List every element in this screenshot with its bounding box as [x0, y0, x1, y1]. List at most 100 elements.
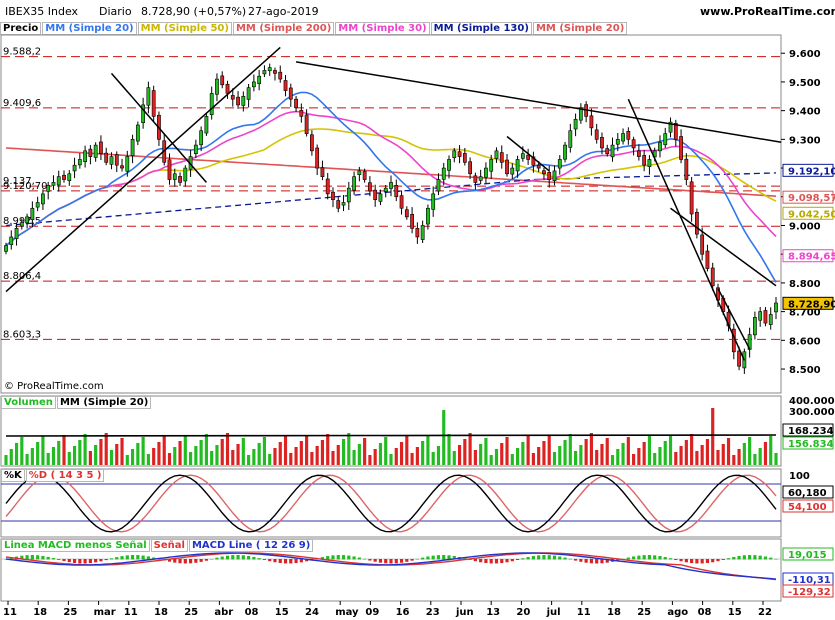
price-tag-box [782, 190, 834, 204]
time-tick-label: mar [94, 607, 116, 618]
macd-hist-bar [642, 555, 646, 560]
macd-hist-bar [479, 559, 483, 563]
time-tick-label: 11 [3, 607, 17, 618]
volume-bar [341, 439, 346, 465]
volume-bar [600, 444, 604, 465]
candle-body [193, 144, 198, 155]
volume-bar [210, 451, 214, 465]
candle-body [325, 178, 330, 195]
volume-bar [732, 455, 736, 465]
candle-body [536, 164, 541, 169]
macd-hist-bar [726, 558, 731, 560]
price-tick-label: 8.500 [789, 365, 821, 376]
macd-hist-bar [500, 559, 504, 564]
candle-body [352, 176, 356, 191]
time-tick-label: jun [455, 607, 474, 618]
stoch-k-line [5, 474, 777, 533]
macd-hist-bar [452, 555, 456, 560]
candle-body [600, 137, 604, 149]
time-tick-label: 11 [577, 607, 591, 618]
volume-bar [753, 454, 757, 465]
legend-stoch-d[interactable]: %D ( 14 3 5 ) [25, 469, 105, 482]
macd-hist-bar [236, 555, 240, 560]
candle-body [267, 67, 272, 72]
volume-bar [225, 433, 230, 465]
vol-ma-value: 168.234 [788, 426, 834, 437]
macd-hist-bar [20, 555, 24, 560]
time-tick-label: 08 [698, 607, 712, 618]
stoch-d-value: 54,100 [788, 502, 827, 513]
volume-bar [347, 433, 351, 465]
volume-bar [479, 444, 483, 465]
price-tag-label: 8.728,90 [788, 299, 835, 310]
candle-body [668, 121, 673, 133]
candle-body [557, 159, 562, 169]
volume-bar [621, 443, 625, 465]
macd-hist-bar [363, 558, 367, 560]
macd-hist-bar [510, 559, 514, 562]
volume-bar [283, 436, 288, 465]
candle-body [225, 83, 230, 94]
trendline [110, 72, 207, 183]
legend-volume-ma[interactable]: MM (Simple 20) [56, 396, 152, 409]
price-tag-label: 8.894,65 [788, 252, 835, 263]
macd-hist-bar [167, 559, 172, 562]
macd-hist-bar [136, 555, 140, 560]
macd-hist-bar [568, 558, 572, 560]
volume-bar [115, 444, 119, 465]
stoch-tick-100: 100 [789, 471, 810, 482]
macd-hist-bar [700, 559, 704, 564]
macd-hist-bar [57, 559, 61, 560]
site-label[interactable]: www.ProRealTime.com [700, 5, 835, 18]
candle-body [589, 115, 594, 129]
volume-bar [9, 449, 13, 465]
macd-hist-bar [30, 555, 34, 560]
price-panel-frame [0, 34, 782, 394]
macd-hist-bar [537, 555, 541, 560]
volume-bar [125, 455, 129, 465]
candle-body [241, 95, 246, 106]
volume-bar [204, 434, 208, 465]
macd-hist-bar [410, 559, 414, 561]
volume-bar [215, 445, 219, 465]
candle-body [626, 131, 631, 140]
macd-hist-bar [173, 559, 177, 563]
volume-bar [310, 452, 314, 465]
volume-bar [294, 447, 298, 465]
volume-bar [574, 451, 578, 465]
candle-body [700, 234, 705, 255]
volume-bar [494, 449, 499, 465]
candle-body [489, 159, 494, 172]
macd-hist-bar [9, 557, 13, 560]
time-tick-label: jul [546, 607, 561, 618]
macd-hist-bar [663, 557, 667, 560]
macd-hist-value: 19,015 [788, 550, 827, 561]
candle-body [336, 200, 341, 209]
candle-body [378, 193, 383, 202]
macd-hist-bar [763, 556, 768, 560]
legend-macd-line[interactable]: MACD Line ( 12 26 9) [188, 539, 314, 552]
candle-body [499, 152, 504, 163]
macd-hist-bar [605, 559, 609, 563]
time-tick-label: 25 [184, 607, 198, 618]
legend-macd-signal[interactable]: Señal [150, 539, 188, 552]
candle-body [383, 187, 388, 192]
macd-hist-bar [378, 559, 383, 563]
volume-bar [94, 445, 98, 465]
volume-bar [769, 436, 773, 465]
volume-bar [152, 448, 156, 465]
candle-body [605, 148, 610, 155]
macd-hist-bar [241, 555, 245, 560]
vol-tick-300k: 300.000 [789, 407, 835, 418]
candle-body [526, 154, 531, 160]
macd-hist-bar [83, 559, 87, 564]
trendlines[interactable] [5, 46, 782, 361]
candle-body [141, 104, 146, 124]
macd-signal-tag [782, 584, 834, 598]
candle-body [215, 78, 219, 95]
candle-body [199, 130, 204, 146]
legend-macd-hist[interactable]: Linea MACD menos Señal [1, 539, 150, 552]
legend-volume[interactable]: Volumen [1, 396, 56, 409]
legend-stoch-k[interactable]: %K [1, 469, 25, 482]
candle-body [710, 267, 715, 287]
